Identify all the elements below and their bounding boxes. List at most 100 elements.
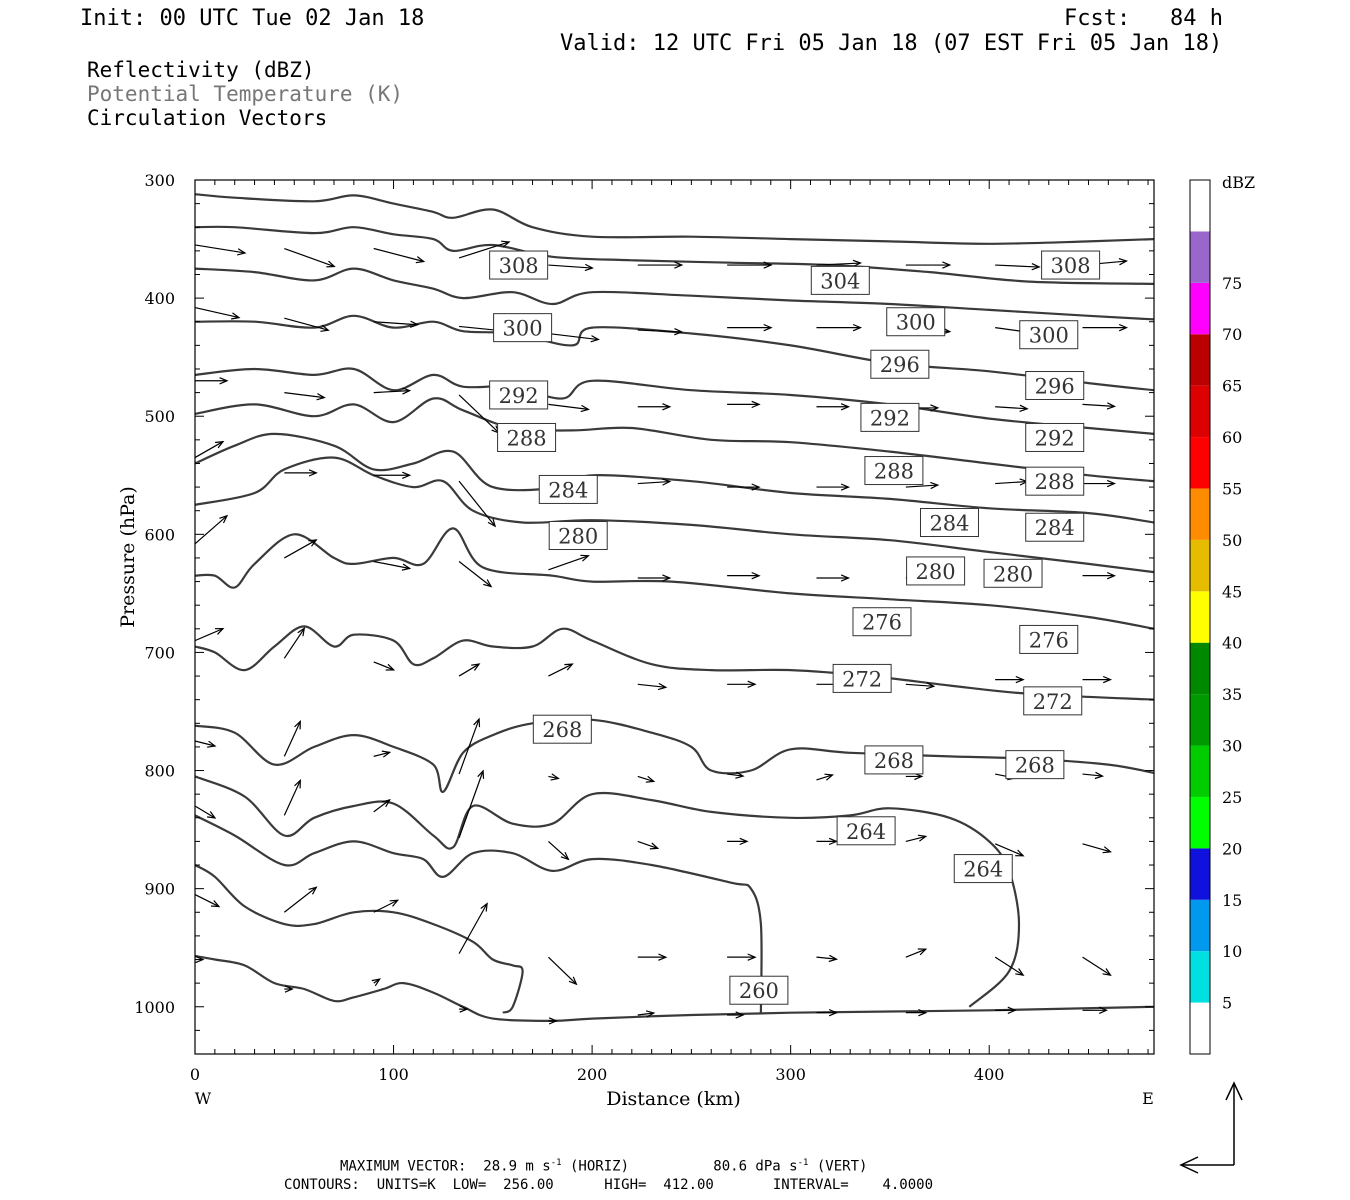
circulation-vector	[995, 675, 1025, 684]
circulation-vector	[548, 332, 600, 343]
vector-shaft	[194, 740, 216, 747]
y-tick-label: 1000	[134, 998, 175, 1017]
contours-note: CONTOURS: UNITS=K LOW= 256.00 HIGH= 412.…	[284, 1177, 934, 1193]
colorbar-segment	[1190, 385, 1210, 438]
contour-label-text: 264	[846, 820, 886, 844]
vector-shaft	[548, 403, 589, 411]
contour-label-box	[1025, 371, 1085, 401]
theta-contour-292	[194, 367, 1155, 435]
contour-label-text: 268	[1015, 754, 1055, 778]
colorbar-segment	[1190, 231, 1210, 283]
vector-shaft	[283, 721, 301, 757]
circulation-vector	[727, 953, 757, 961]
vector-head	[1015, 968, 1025, 977]
theta-contour-280	[194, 456, 1155, 574]
colorbar-segment	[1190, 642, 1210, 695]
colorbar-segment	[1190, 282, 1210, 335]
vector-head	[580, 404, 590, 413]
colorbar-level-label: 65	[1222, 377, 1242, 396]
vector-shaft	[548, 264, 593, 269]
contour-label-box	[1025, 422, 1085, 452]
contour-label: 292	[1025, 422, 1085, 452]
vector-shaft	[194, 441, 224, 459]
legend-potential-temperature: Potential Temperature (K)	[87, 82, 404, 106]
vector-head	[926, 682, 936, 690]
vector-head	[207, 811, 217, 819]
circulation-vector	[284, 317, 330, 332]
contour-label: 268	[532, 714, 592, 744]
vector-head	[1094, 771, 1105, 780]
circulation-vector	[373, 247, 426, 264]
contour-label-box	[1023, 686, 1083, 716]
contour-labels: 308 304 308 300 300 300 296 296 292 292 292 288 288 2…	[489, 250, 1101, 1005]
contour-label-text: 280	[916, 560, 956, 584]
vector-head	[1015, 849, 1025, 857]
reference-vector-icon	[1179, 1081, 1243, 1174]
vector-shaft	[373, 661, 394, 671]
contour-label: 280	[983, 558, 1043, 588]
circulation-vector	[194, 440, 225, 459]
circulation-vector	[816, 403, 851, 411]
contour-label-box	[864, 456, 924, 486]
contour-label-text: 272	[1033, 690, 1073, 714]
contour-label-box	[953, 854, 1013, 884]
vector-shaft	[1082, 843, 1111, 853]
colorbar-level-label: 25	[1222, 788, 1242, 807]
vector-shaft	[1082, 403, 1115, 408]
circulation-vector	[458, 769, 485, 839]
circulation-vector	[816, 1008, 839, 1017]
contour-label-text: 288	[1035, 470, 1075, 494]
vector-shaft	[284, 391, 325, 399]
vector-head	[389, 899, 400, 907]
contour-label-text: 268	[874, 749, 914, 773]
vector-head	[195, 955, 205, 964]
circulation-vector	[637, 328, 684, 336]
vector-head	[930, 481, 940, 490]
circulation-vector	[284, 985, 294, 993]
x-tick-label: 0	[190, 1065, 200, 1084]
colorbar-segment	[1190, 1002, 1210, 1054]
theta-contour-284	[194, 432, 1155, 524]
y-tick-label: 300	[144, 171, 175, 190]
x-tick-label: 100	[378, 1065, 409, 1084]
vector-shaft	[1082, 956, 1111, 976]
colorbar-title: dBZ	[1222, 173, 1255, 192]
vector-head	[1015, 675, 1025, 684]
vector-shaft	[816, 956, 837, 960]
contour-label-text: 288	[507, 426, 547, 450]
circulation-vector	[637, 1010, 656, 1018]
circulation-vector	[905, 682, 936, 690]
colorbar-level-label: 75	[1222, 274, 1242, 293]
colorbar-segment	[1190, 488, 1210, 540]
vector-shaft	[283, 886, 317, 913]
theta-contour-sfc-14	[194, 954, 1155, 1022]
vector-head	[747, 680, 757, 688]
contour-label-text: 272	[842, 667, 882, 691]
contour-label: 268	[864, 745, 924, 775]
colorbar-level-label: 5	[1222, 994, 1232, 1013]
vector-head	[459, 1005, 469, 1013]
colorbar-level-label: 55	[1222, 479, 1242, 498]
circulation-vector	[194, 627, 225, 642]
vector-head	[381, 750, 392, 758]
vector-head	[564, 663, 574, 671]
circulation-vector	[283, 627, 306, 659]
theta-contour-300	[194, 267, 1155, 321]
circulation-vector	[373, 750, 392, 758]
circulation-vector	[905, 261, 952, 269]
contour-label-text: 280	[993, 562, 1033, 586]
circulation-vector	[195, 377, 229, 385]
contour-label-box	[1025, 466, 1085, 496]
vector-head	[917, 834, 928, 842]
y-tick-label: 600	[144, 525, 175, 544]
vector-head	[237, 248, 247, 256]
contour-label-box	[870, 349, 930, 379]
contour-label: 272	[832, 663, 892, 693]
vector-head	[548, 1017, 558, 1025]
theta-contour-272	[194, 625, 1155, 701]
vector-shaft	[284, 247, 335, 268]
contour-label: 280	[906, 556, 966, 586]
contour-label-box	[1019, 624, 1079, 654]
legend-reflectivity: Reflectivity (dBZ)	[87, 58, 315, 82]
vector-head	[590, 335, 600, 343]
